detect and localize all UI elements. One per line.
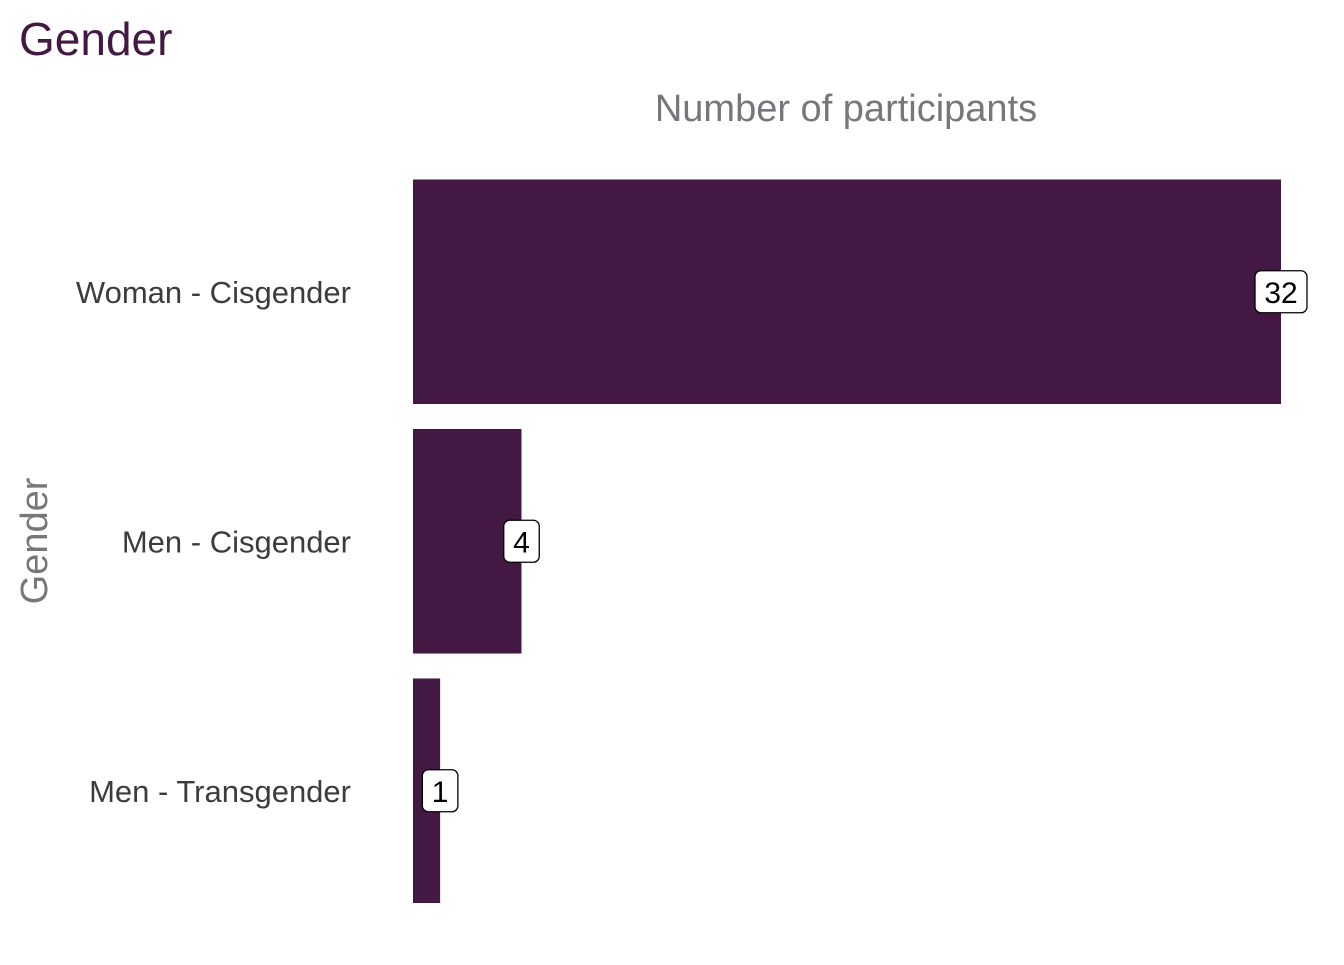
data-labels: 32 4 1 [421,270,1308,813]
data-label: 32 [1254,270,1308,314]
y-tick-label: Men - Transgender [89,774,351,809]
bar [413,179,1281,405]
chart-title: Gender [19,13,172,65]
bars-layer [413,179,1281,904]
data-label-text: 4 [513,526,530,559]
y-axis-title: Gender [14,477,56,604]
data-label: 1 [421,769,459,813]
y-tick-labels: Woman - Cisgender Men - Cisgender Men - Tr… [76,275,351,809]
data-label-box [503,519,540,563]
data-label-box [1254,270,1308,314]
data-label-box [421,769,459,813]
y-tick-label: Men - Cisgender [122,524,351,559]
x-axis-title: Number of participants [655,88,1037,130]
y-tick-label: Woman - Cisgender [76,275,351,310]
data-label-text: 32 [1264,277,1297,310]
data-label-text: 1 [432,776,449,809]
data-label: 4 [503,519,540,563]
